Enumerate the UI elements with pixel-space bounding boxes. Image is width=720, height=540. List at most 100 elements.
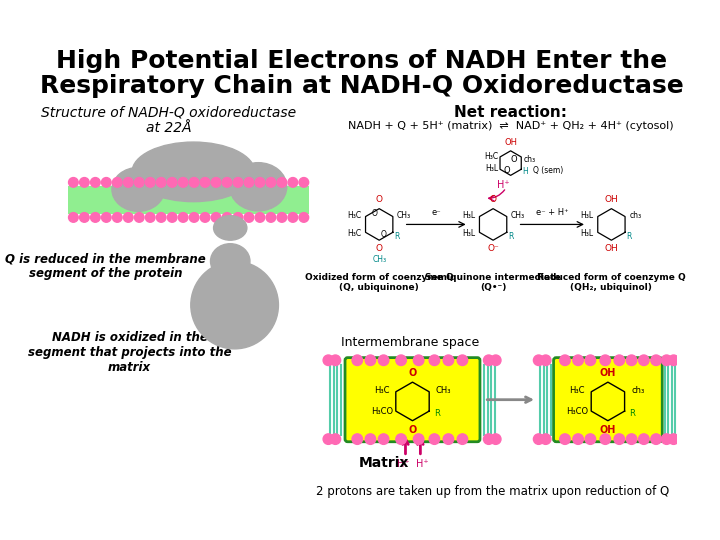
Circle shape: [490, 434, 501, 444]
Text: OH: OH: [605, 245, 618, 253]
Circle shape: [413, 434, 424, 444]
Circle shape: [668, 434, 679, 444]
Circle shape: [413, 355, 424, 366]
Circle shape: [662, 355, 672, 366]
Circle shape: [573, 434, 583, 444]
Circle shape: [145, 213, 155, 222]
Text: OH: OH: [504, 138, 517, 147]
Circle shape: [378, 355, 389, 366]
Text: CH₃: CH₃: [397, 211, 411, 220]
Circle shape: [222, 213, 232, 222]
Circle shape: [600, 355, 611, 366]
Circle shape: [255, 213, 265, 222]
Ellipse shape: [210, 244, 250, 279]
Circle shape: [330, 355, 341, 366]
Circle shape: [179, 178, 188, 187]
Circle shape: [626, 434, 636, 444]
Circle shape: [167, 213, 177, 222]
Circle shape: [600, 434, 611, 444]
Circle shape: [299, 178, 309, 187]
Text: Net reaction:: Net reaction:: [454, 105, 567, 120]
Circle shape: [91, 213, 100, 222]
Circle shape: [189, 178, 199, 187]
Circle shape: [233, 178, 243, 187]
Circle shape: [651, 355, 662, 366]
Text: Q is reduced in the membrane
segment of the protein: Q is reduced in the membrane segment of …: [6, 253, 206, 280]
Text: CH₃: CH₃: [372, 255, 386, 264]
Circle shape: [534, 434, 544, 444]
Circle shape: [123, 213, 133, 222]
Circle shape: [573, 355, 583, 366]
Text: R: R: [394, 232, 400, 241]
Circle shape: [79, 213, 89, 222]
Circle shape: [444, 355, 454, 366]
Circle shape: [352, 355, 363, 366]
Text: O⁻: O⁻: [487, 245, 499, 253]
Text: H₃C: H₃C: [570, 387, 585, 395]
Circle shape: [457, 355, 468, 366]
Text: H₃C: H₃C: [348, 229, 361, 238]
Text: OH: OH: [605, 195, 618, 205]
Text: R: R: [626, 232, 631, 241]
Text: H: H: [522, 167, 528, 177]
Circle shape: [68, 178, 78, 187]
Text: O: O: [372, 210, 378, 218]
Circle shape: [102, 178, 111, 187]
Text: O: O: [381, 231, 387, 239]
Circle shape: [200, 213, 210, 222]
Circle shape: [614, 434, 624, 444]
Text: O: O: [408, 426, 417, 435]
Text: OH: OH: [600, 368, 616, 377]
Text: NADH + Q + 5H⁺ (matrix)  ⇌  NAD⁺ + QH₂ + 4H⁺ (cytosol): NADH + Q + 5H⁺ (matrix) ⇌ NAD⁺ + QH₂ + 4…: [348, 121, 673, 131]
Circle shape: [189, 213, 199, 222]
Circle shape: [323, 355, 333, 366]
FancyBboxPatch shape: [554, 357, 662, 442]
Circle shape: [429, 355, 440, 366]
Circle shape: [211, 213, 221, 222]
Text: O: O: [504, 166, 510, 174]
Text: H₃C: H₃C: [374, 387, 390, 395]
Circle shape: [330, 434, 341, 444]
Circle shape: [490, 355, 501, 366]
Circle shape: [457, 434, 468, 444]
Circle shape: [156, 213, 166, 222]
Text: H₃L: H₃L: [485, 164, 498, 173]
Ellipse shape: [132, 142, 255, 201]
Text: O: O: [490, 195, 497, 205]
Circle shape: [244, 213, 253, 222]
Circle shape: [626, 355, 636, 366]
Circle shape: [135, 178, 144, 187]
Circle shape: [483, 355, 494, 366]
Text: e⁻: e⁻: [431, 208, 441, 218]
Circle shape: [102, 213, 111, 222]
Circle shape: [378, 434, 389, 444]
Circle shape: [396, 434, 406, 444]
Text: CH₃: CH₃: [510, 211, 525, 220]
Text: H⁺: H⁺: [498, 180, 510, 190]
Circle shape: [244, 178, 253, 187]
Circle shape: [541, 355, 551, 366]
Circle shape: [156, 178, 166, 187]
Circle shape: [112, 213, 122, 222]
Text: O: O: [376, 195, 383, 205]
Circle shape: [277, 213, 287, 222]
Circle shape: [200, 178, 210, 187]
Text: Q (sem): Q (sem): [533, 166, 563, 174]
Text: ch₃: ch₃: [524, 155, 536, 164]
Text: O: O: [510, 155, 518, 164]
Circle shape: [299, 213, 309, 222]
Circle shape: [639, 355, 649, 366]
Ellipse shape: [214, 215, 247, 240]
Text: H₃C: H₃C: [348, 211, 361, 220]
Circle shape: [662, 434, 672, 444]
Text: H₃C: H₃C: [485, 152, 498, 160]
Text: Reduced form of coenzyme Q
(QH₂, ubiquinol): Reduced form of coenzyme Q (QH₂, ubiquin…: [537, 273, 685, 292]
Text: R: R: [434, 409, 440, 418]
Circle shape: [145, 178, 155, 187]
Ellipse shape: [230, 163, 287, 211]
Text: 2 protons are taken up from the matrix upon reduction of Q: 2 protons are taken up from the matrix u…: [317, 485, 670, 498]
Circle shape: [255, 178, 265, 187]
Text: O: O: [376, 245, 383, 253]
Text: Semiquinone intermediate
(Q•⁻): Semiquinone intermediate (Q•⁻): [426, 273, 561, 292]
Circle shape: [277, 178, 287, 187]
